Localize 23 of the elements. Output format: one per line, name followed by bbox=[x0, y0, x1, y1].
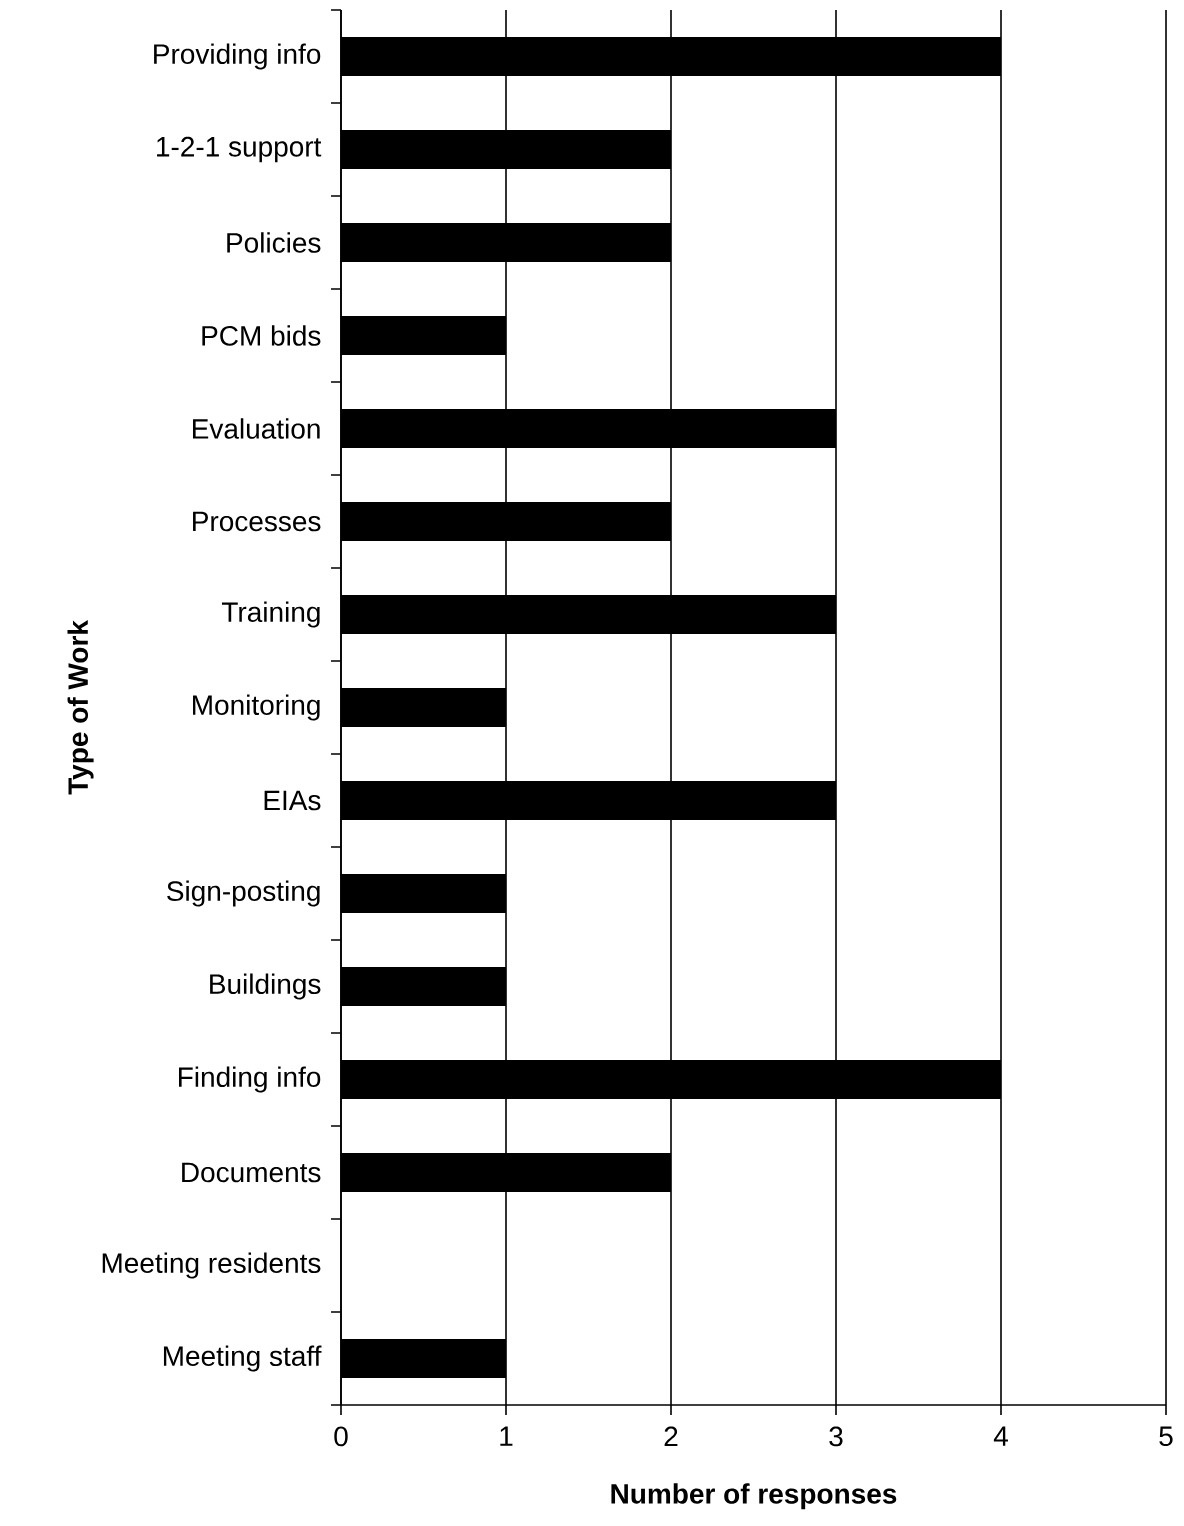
x-tick-label: 4 bbox=[993, 1426, 1008, 1446]
x-tick-label: 5 bbox=[1159, 1426, 1173, 1447]
y-tick-label: Meeting staff bbox=[163, 1345, 322, 1372]
y-tick-label: Sign-posting bbox=[167, 880, 320, 907]
y-tick-label: Evaluation bbox=[193, 418, 320, 439]
x-tick-label: 1 bbox=[500, 1426, 513, 1446]
y-tick-label: Providing info bbox=[154, 43, 321, 70]
y-tick-label: Meeting residents bbox=[102, 1252, 321, 1279]
y-tick-label: 1-2-1 support bbox=[157, 136, 322, 163]
y-tick-label: Monitoring bbox=[193, 694, 320, 721]
y-tick-label: Documents bbox=[182, 1162, 321, 1183]
y-tick-label: Processes bbox=[193, 511, 321, 532]
x-axis-title: Number of responses bbox=[611, 1483, 897, 1510]
y-tick-label: Buildings bbox=[210, 973, 321, 1000]
y-tick-label: Policies bbox=[227, 232, 321, 253]
y-tick-label: PCM bids bbox=[202, 325, 321, 346]
x-tick-label: 0 bbox=[334, 1426, 348, 1447]
x-tick-label: 3 bbox=[829, 1426, 843, 1447]
y-axis-title: Type of Work bbox=[67, 620, 94, 795]
y-tick-label: Finding info bbox=[179, 1066, 321, 1093]
x-tick-label: 2 bbox=[664, 1426, 678, 1447]
y-tick-label: Training bbox=[221, 601, 320, 628]
y-tick-label: EIAs bbox=[264, 790, 321, 811]
